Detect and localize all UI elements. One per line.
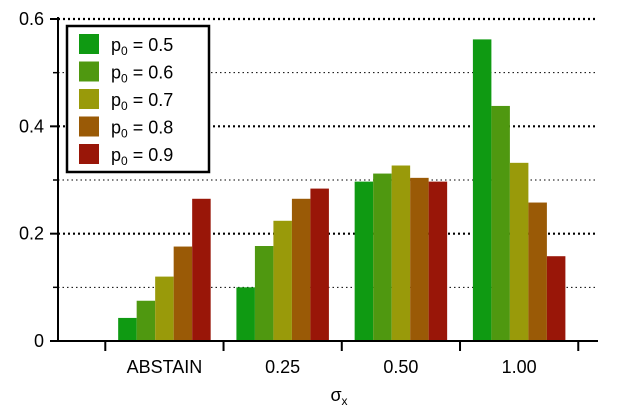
y-tick-label: 0.2 [19, 224, 44, 244]
bar [173, 246, 193, 341]
x-axis-label: σx [330, 385, 347, 408]
legend-swatch [79, 144, 99, 164]
bar [192, 198, 211, 341]
legend-label: p0 = 0.8 [111, 118, 173, 141]
bar [472, 39, 492, 341]
x-tick-label: 0.50 [383, 357, 418, 377]
bar [118, 317, 137, 341]
legend-label: p0 = 0.6 [111, 63, 173, 86]
bar [528, 202, 547, 341]
bar [373, 173, 392, 341]
x-tick-label: 1.00 [502, 357, 537, 377]
bar [410, 177, 429, 341]
bar [428, 181, 448, 341]
bar [136, 300, 156, 341]
y-tick-label: 0.6 [19, 9, 44, 29]
legend-swatch [79, 61, 99, 82]
legend-swatch [79, 34, 99, 54]
bar [291, 198, 311, 341]
bar [509, 162, 529, 341]
bar [254, 246, 274, 341]
bar [236, 287, 255, 341]
bar [546, 256, 566, 341]
y-tick-label: 0 [34, 331, 44, 351]
bar [491, 105, 510, 341]
bar [391, 165, 411, 341]
bar [354, 181, 374, 341]
bar [273, 220, 292, 341]
legend-swatch [79, 89, 99, 109]
legend-label: p0 = 0.5 [111, 35, 173, 58]
y-tick-label: 0.4 [19, 116, 44, 136]
x-tick-label: 0.25 [265, 357, 300, 377]
legend-swatch [79, 116, 99, 137]
bar [155, 276, 174, 341]
bar [310, 188, 329, 341]
legend-label: p0 = 0.7 [111, 90, 173, 113]
x-tick-label: ABSTAIN [127, 357, 203, 377]
legend-label: p0 = 0.9 [111, 145, 173, 168]
